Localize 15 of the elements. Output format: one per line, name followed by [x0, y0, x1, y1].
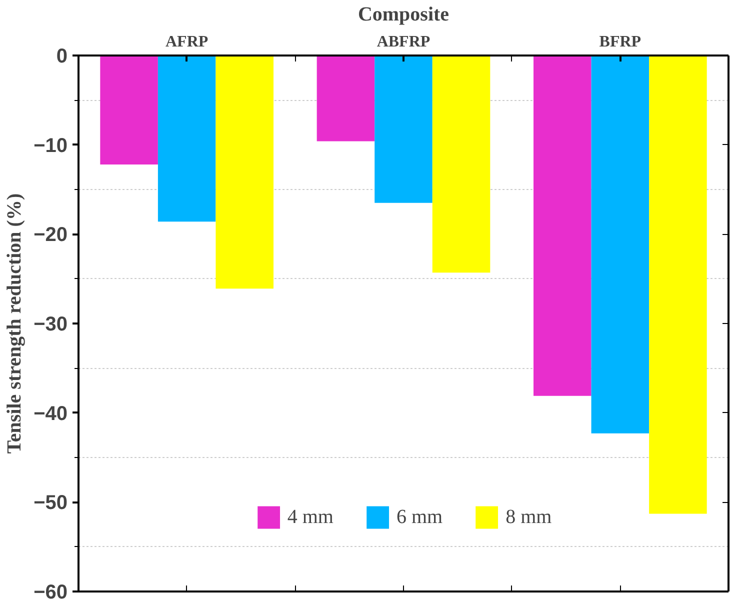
legend-label: 6 mm — [396, 506, 443, 528]
y-tick-label: −60 — [34, 582, 68, 603]
y-tick-label: −10 — [34, 134, 68, 157]
legend-label: 4 mm — [287, 506, 334, 528]
x-tick-label: ABFRP — [376, 34, 430, 50]
y-tick-label: −40 — [34, 402, 68, 425]
x-axis-title: Composite — [358, 4, 450, 26]
y-tick-label: 0 — [56, 46, 68, 68]
y-tick-label: −20 — [34, 224, 68, 246]
y-tick-label: −50 — [34, 492, 68, 514]
x-tick-label: AFRP — [166, 34, 208, 50]
y-axis-title: Tensile strength reduction (%) — [4, 193, 26, 454]
y-tick-label: −30 — [34, 314, 68, 336]
x-tick-label: BFRP — [599, 34, 642, 50]
legend-label: 8 mm — [506, 506, 552, 528]
